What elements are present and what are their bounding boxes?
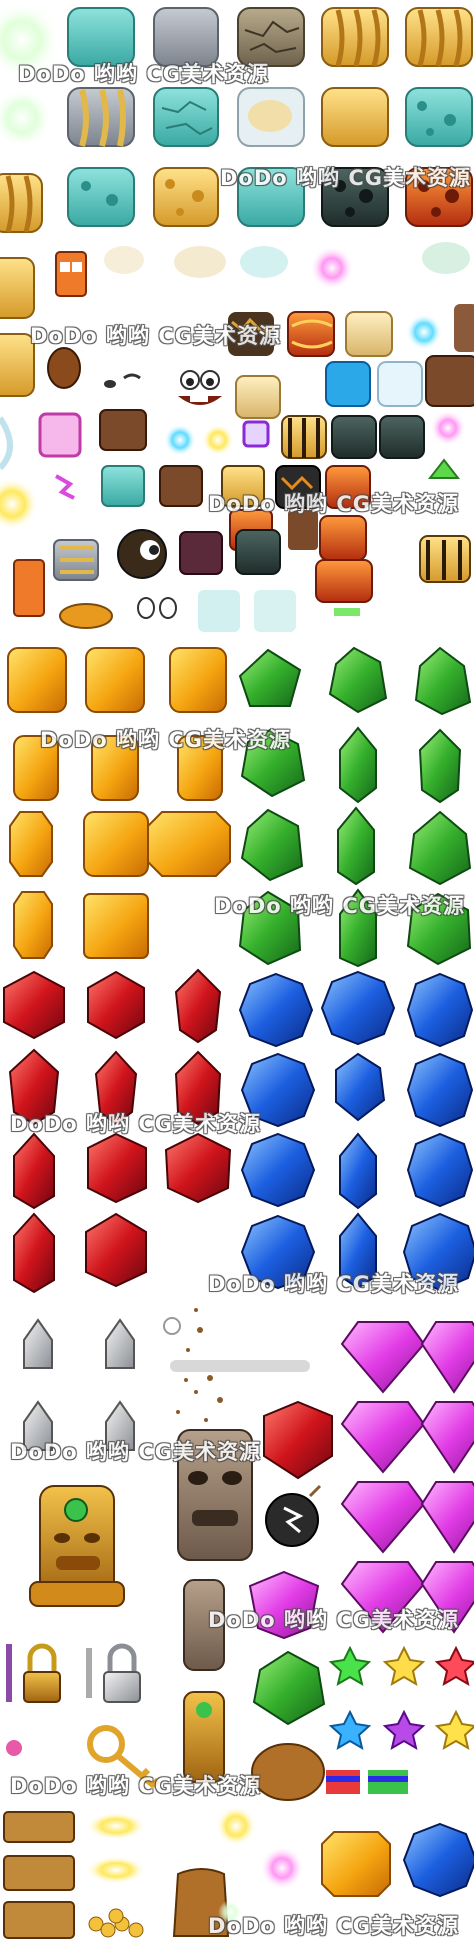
watermark-12: DoDo 哟哟 CG美术资源 [208,1910,459,1940]
watermark-1: DoDo 哟哟 CG美术资源 [18,58,269,88]
watermark-4: DoDo 哟哟 CG美术资源 [208,488,459,518]
blue-gems [240,972,474,1290]
watermark-7: DoDo 哟哟 CG美术资源 [10,1108,261,1138]
watermark-6: DoDo 哟哟 CG美术资源 [214,890,465,920]
watermark-2: DoDo 哟哟 CG美术资源 [220,162,471,192]
watermark-8: DoDo 哟哟 CG美术资源 [208,1268,459,1298]
watermark-10: DoDo 哟哟 CG美术资源 [208,1604,459,1634]
block-tiles-top [0,2,472,232]
watermark-5: DoDo 哟哟 CG美术资源 [40,724,291,754]
watermark-3: DoDo 哟哟 CG美术资源 [30,320,281,350]
misc-sprites [0,242,474,632]
amber-gems [8,648,230,958]
watermark-11: DoDo 哟哟 CG美术资源 [10,1770,261,1800]
watermark-9: DoDo 哟哟 CG美术资源 [10,1436,261,1466]
